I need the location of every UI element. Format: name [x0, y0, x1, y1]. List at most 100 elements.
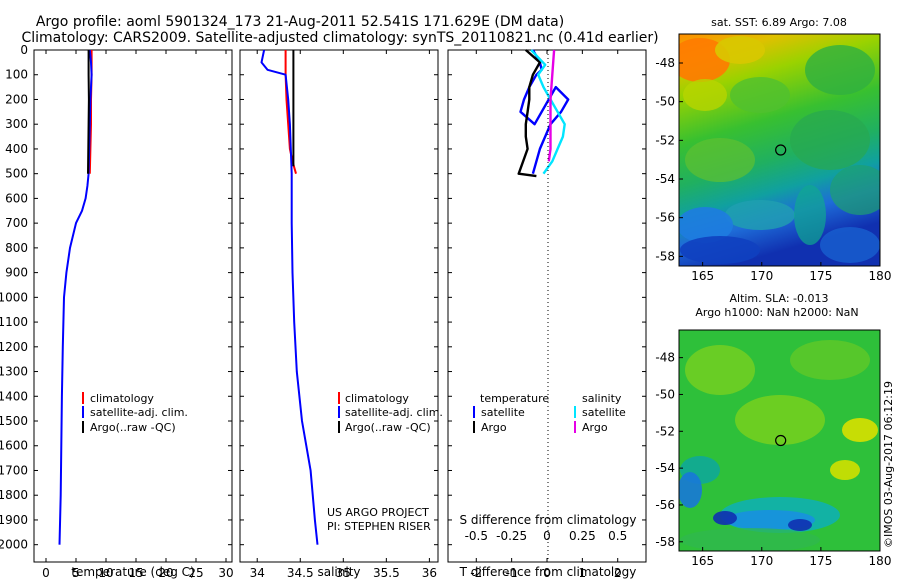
map-y-tick-label: -48	[655, 56, 675, 70]
sst-axis-ticks: 165 170 175 180 -48 -50 -52 -54 -56 -58	[655, 56, 891, 283]
x2-tick-label: 0.25	[569, 529, 596, 543]
x-tick-label: -1	[506, 566, 518, 580]
x-tick-label: 25	[188, 566, 203, 580]
x2-tick-label: 0	[543, 529, 551, 543]
legend-entry-t-satellite: satellite	[481, 406, 525, 419]
depth-tick-label: 0	[20, 43, 28, 57]
x2-tick-label: -0.25	[496, 529, 527, 543]
map-x-tick-label: 165	[691, 269, 714, 283]
x2-tick-label: -0.5	[465, 529, 488, 543]
legend-entry-argo: Argo(..raw -QC)	[90, 421, 176, 434]
depth-tick-label: 200	[5, 92, 28, 106]
map-x-tick-label: 175	[809, 269, 832, 283]
series-line-satellite	[58, 49, 93, 545]
map-y-tick-label: -58	[655, 535, 675, 549]
depth-tick-label: 2000	[0, 538, 28, 552]
depth-tick-label: 1600	[0, 439, 28, 453]
depth-tick-label: 100	[5, 68, 28, 82]
x-tick-label: 0	[543, 566, 551, 580]
depth-tick-label: 1200	[0, 340, 28, 354]
sst-heatmap	[679, 34, 880, 266]
map-x-tick-label: 180	[869, 269, 892, 283]
depth-tick-label: 1900	[0, 513, 28, 527]
x-tick-label: 15	[128, 566, 143, 580]
depth-tick-label: 900	[5, 266, 28, 280]
temperature-xlabel: temperature (deg C)	[71, 565, 194, 579]
legend-entry-s-satellite: satellite	[582, 406, 626, 419]
x2-tick-label: 0.5	[608, 529, 627, 543]
temperature-legend: climatology satellite-adj. clim. Argo(..…	[82, 392, 188, 434]
depth-tick-label: 600	[5, 191, 28, 205]
map-x-tick-label: 165	[691, 554, 714, 568]
depth-tick-label: 1300	[0, 365, 28, 379]
sla-map-frame	[678, 329, 881, 552]
x-tick-label: 1	[579, 566, 587, 580]
map-x-tick-label: 170	[750, 554, 773, 568]
legend-entry-climatology: climatology	[345, 392, 409, 405]
depth-tick-label: 1500	[0, 414, 28, 428]
map-y-tick-label: -52	[655, 133, 675, 147]
depth-tick-label: 500	[5, 167, 28, 181]
x-tick-label: 34	[250, 566, 265, 580]
x-tick-label: 30	[218, 566, 233, 580]
legend-entry-argo: Argo(..raw -QC)	[345, 421, 431, 434]
title-line-2: Climatology: CARS2009. Satellite-adjuste…	[21, 30, 658, 46]
legend-entry-satellite: satellite-adj. clim.	[90, 406, 188, 419]
map-y-tick-label: -54	[655, 172, 675, 186]
series-line-argo	[517, 49, 542, 178]
series-line-satellite_salinity	[530, 49, 566, 175]
map-x-tick-label: 180	[869, 554, 892, 568]
title-line-1: Argo profile: aoml 5901324_173 21-Aug-20…	[36, 14, 564, 30]
map-y-tick-label: -54	[655, 461, 675, 475]
sla-axis-ticks: 165 170 175 180 -48 -50 -52 -54 -56 -58	[655, 351, 891, 568]
salinity-xlabel: salinity	[317, 565, 360, 579]
depth-tick-label: 1000	[0, 290, 28, 304]
map-y-tick-label: -52	[655, 424, 675, 438]
x-tick-label: 35.5	[373, 566, 400, 580]
map-y-tick-label: -56	[655, 498, 675, 512]
depth-tick-label: 1800	[0, 488, 28, 502]
depth-tick-label: 1400	[0, 389, 28, 403]
sla-heatmap	[679, 330, 880, 551]
temperature-axes	[33, 49, 233, 563]
series-line-satellite	[260, 49, 319, 545]
map-y-tick-label: -58	[655, 249, 675, 263]
series-line-argo_salinity	[547, 49, 556, 162]
legend-header-salinity: salinity	[582, 392, 622, 405]
x-tick-label: 10	[98, 566, 113, 580]
sla-map-title-2: Argo h1000: NaN h2000: NaN	[695, 306, 858, 319]
x-tick-label: 20	[158, 566, 173, 580]
imos-watermark: ©IMOS 03-Aug-2017 06:12:19	[882, 381, 895, 548]
legend-entry-s-argo: Argo	[582, 421, 608, 434]
x-tick-label: 35	[336, 566, 351, 580]
map-x-tick-label: 175	[809, 554, 832, 568]
difference-axes	[447, 49, 647, 563]
map-y-tick-label: -48	[655, 351, 675, 365]
argo-position-marker	[775, 434, 787, 447]
series-line-argo	[87, 50, 90, 174]
sst-map-frame	[678, 33, 881, 267]
depth-tick-label: 700	[5, 216, 28, 230]
depth-tick-label: 1700	[0, 463, 28, 477]
argo-position-marker	[775, 144, 787, 156]
x-tick-label: 5	[72, 566, 80, 580]
map-y-tick-label: -50	[655, 95, 675, 109]
depth-tick-label: 1100	[0, 315, 28, 329]
s-difference-xlabel: S difference from climatology	[460, 513, 637, 527]
sst-map-title: sat. SST: 6.89 Argo: 7.08	[711, 16, 847, 29]
t-difference-xlabel: T difference from climatology	[459, 565, 637, 579]
salinity-axes	[239, 49, 439, 563]
project-label: US ARGO PROJECT	[327, 506, 429, 519]
depth-tick-label: 300	[5, 117, 28, 131]
salinity-legend: climatology satellite-adj. clim. Argo(..…	[338, 392, 443, 434]
x-tick-label: 2	[614, 566, 622, 580]
x-tick-label: -2	[470, 566, 482, 580]
map-y-tick-label: -50	[655, 387, 675, 401]
map-x-tick-label: 170	[750, 269, 773, 283]
pi-label: PI: STEPHEN RISER	[327, 520, 431, 533]
difference-legend: temperature salinity satellite Argo sate…	[473, 392, 626, 434]
x-tick-label: 34.5	[287, 566, 314, 580]
axis-ticks: 0100200300400500600700800900100011001200…	[0, 43, 646, 580]
map-y-tick-label: -56	[655, 211, 675, 225]
